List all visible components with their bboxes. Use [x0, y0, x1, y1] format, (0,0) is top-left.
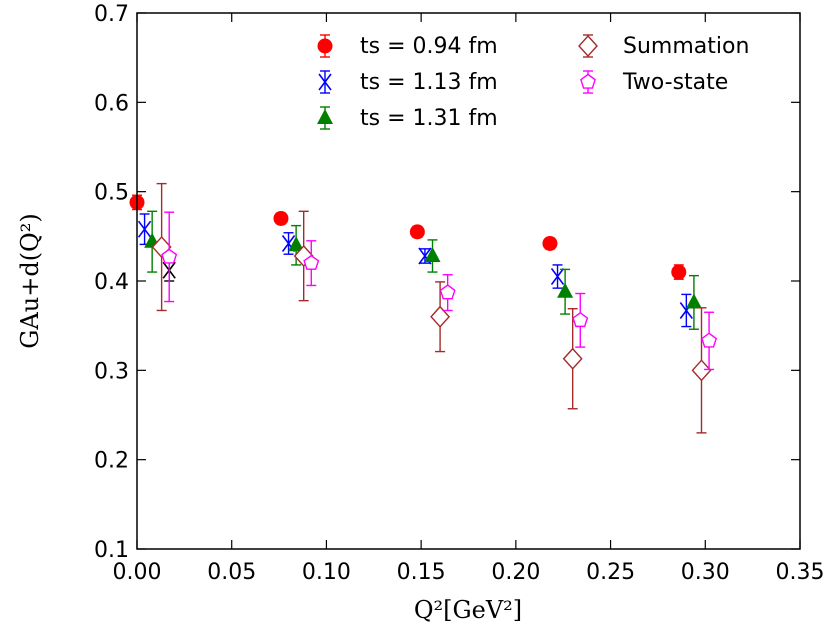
data-point-pentagon — [439, 284, 456, 300]
data-point-pentagon — [303, 254, 320, 270]
x-tick-label: 0.25 — [586, 560, 635, 585]
series — [161, 211, 718, 371]
x-stroke — [281, 234, 296, 252]
series — [144, 210, 702, 330]
data-point-circle — [671, 264, 687, 280]
legend-label: Two-state — [622, 70, 728, 95]
y-tick-label: 0.2 — [94, 449, 129, 474]
y-tick-label: 0.5 — [94, 181, 129, 206]
data-markers — [129, 182, 718, 434]
data-point-diamond — [578, 34, 598, 58]
x-stroke — [550, 268, 565, 286]
legend-label: ts = 1.13 fm — [360, 70, 498, 95]
y-tick-label: 0.7 — [94, 2, 129, 27]
y-tick-label: 0.1 — [94, 538, 129, 563]
x-tick-label: 0.35 — [776, 560, 825, 585]
x-tick-label: 0.15 — [397, 560, 446, 585]
data-point-pentagon — [701, 332, 718, 348]
data-point-diamond — [151, 236, 172, 259]
data-point-triangle — [424, 246, 441, 262]
data-point-diamond — [430, 305, 451, 328]
x-tick-label: 0.05 — [207, 560, 256, 585]
series — [137, 213, 693, 328]
data-point-x — [318, 73, 332, 91]
y-tick-label: 0.4 — [94, 270, 129, 295]
legend-entry: ts = 1.13 fm — [318, 70, 498, 95]
x-stroke — [318, 73, 332, 91]
data-point-triangle — [317, 109, 333, 124]
legend-entry: ts = 0.94 fm — [317, 34, 498, 59]
data-point-pentagon — [580, 73, 596, 89]
x-stroke — [418, 247, 432, 265]
data-point-pentagon — [572, 311, 589, 328]
x-tick-label: 0.20 — [491, 560, 540, 585]
legend-entry: Summation — [578, 34, 749, 59]
legend: ts = 0.94 fm ts = 1.13 fm ts = 1.31 fm Summ… — [317, 34, 749, 131]
data-point-circle — [273, 210, 289, 226]
legend-label: ts = 1.31 fm — [360, 106, 498, 131]
axes: 0.00 0.05 0.10 0.15 0.20 0.25 0.30 0.35 0.1 0.2 0.… — [94, 2, 824, 585]
legend-label: ts = 0.94 fm — [360, 34, 498, 59]
x-tick-label: 0.30 — [681, 560, 730, 585]
legend-label: Summation — [623, 34, 749, 59]
data-point-diamond — [562, 347, 583, 370]
x-tick-label: 0.10 — [302, 560, 351, 585]
plot-frame — [136, 12, 801, 550]
y-axis-label: GAu+d(Q²) — [16, 213, 44, 348]
data-point-x — [550, 268, 565, 286]
data-point-circle — [542, 235, 558, 251]
y-tick-label: 0.3 — [94, 359, 129, 384]
data-point-x — [137, 220, 152, 238]
x-tick-label: 0.00 — [113, 560, 162, 585]
data-point-circle — [317, 38, 333, 54]
x-axis-label: Q²[GeV²] — [414, 596, 522, 624]
legend-entry: Two-state — [580, 70, 728, 95]
plot-area — [137, 13, 800, 549]
x-stroke — [137, 220, 152, 238]
y-tick-label: 0.6 — [94, 91, 129, 116]
data-point-triangle — [685, 293, 702, 309]
data-point-triangle — [288, 236, 305, 252]
data-point-circle — [409, 224, 425, 240]
series — [129, 194, 687, 280]
legend-entry: ts = 1.31 fm — [317, 106, 498, 131]
data-point-triangle — [557, 282, 574, 298]
data-point-pentagon — [161, 248, 178, 264]
data-point-diamond — [691, 359, 712, 382]
